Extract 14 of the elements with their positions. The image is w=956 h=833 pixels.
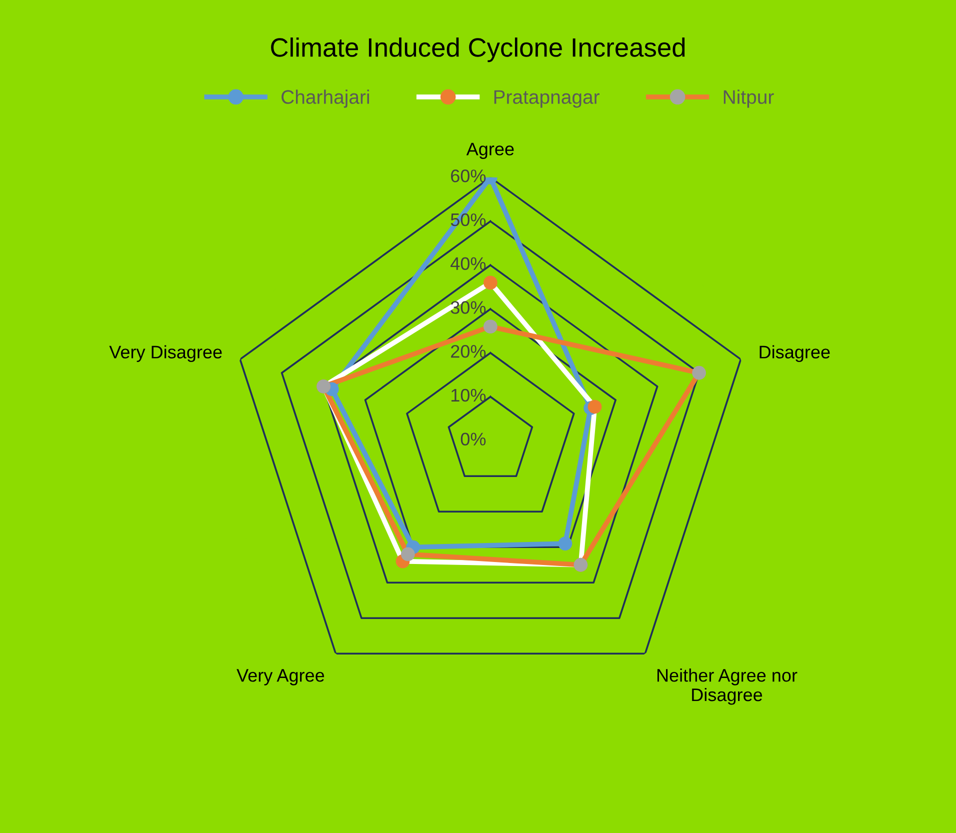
spoke-label: Very Agree — [236, 669, 324, 686]
y-tick-label: 40% — [450, 257, 486, 270]
spoke-label: Agree — [466, 142, 514, 160]
chart-title: Climate Induced Cyclone Increased — [271, 37, 685, 62]
y-tick-label: 10% — [452, 388, 486, 402]
legend-label: Pratapnagar — [494, 90, 600, 108]
spoke-label: Neither Agree nor Disagree — [657, 668, 798, 705]
y-tick-label: 20% — [451, 344, 486, 358]
y-tick-label: 0% — [460, 432, 486, 446]
spoke-label: Very Disagree — [109, 345, 222, 362]
legend-label: Nitpur — [724, 90, 774, 108]
spoke-label: Disagree — [760, 345, 830, 362]
y-tick-label: 60% — [451, 169, 486, 182]
legend-label: Charhajari — [282, 90, 369, 108]
